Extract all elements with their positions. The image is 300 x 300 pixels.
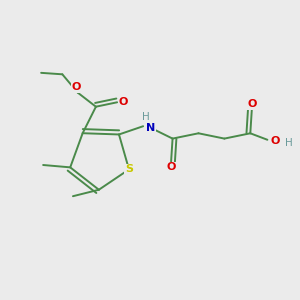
Text: H: H [285, 138, 293, 148]
Text: O: O [119, 97, 128, 107]
Text: O: O [167, 162, 176, 172]
Text: O: O [271, 136, 280, 146]
Text: H: H [142, 112, 150, 122]
Text: O: O [247, 99, 256, 110]
Text: S: S [125, 164, 133, 174]
Text: N: N [146, 123, 155, 133]
Text: O: O [71, 82, 81, 92]
